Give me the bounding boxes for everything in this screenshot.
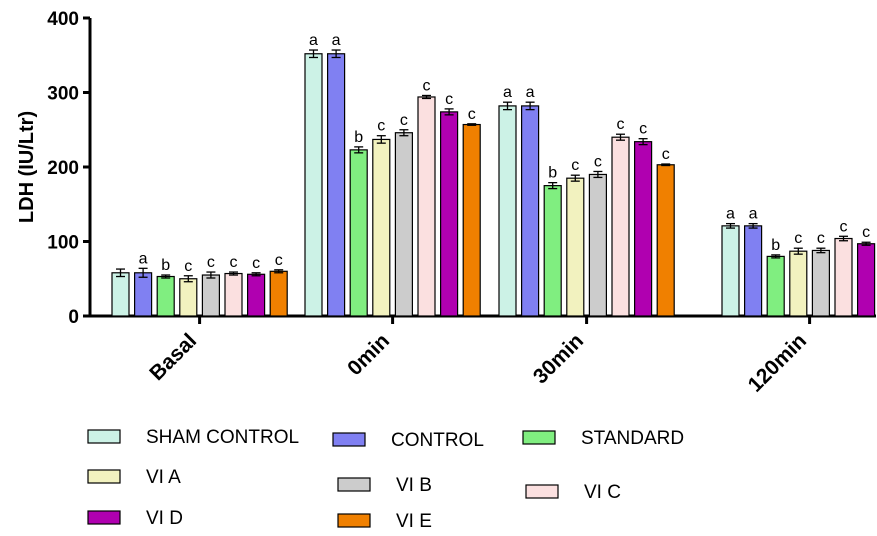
significance-label: b: [771, 237, 780, 254]
significance-label: a: [503, 84, 512, 101]
significance-label: c: [184, 258, 192, 275]
bar: [269, 270, 288, 317]
bar: [440, 111, 459, 317]
legend-swatch: [87, 469, 121, 484]
significance-label: a: [139, 250, 148, 267]
significance-label: a: [749, 206, 758, 223]
legend: SHAM CONTROL CONTROL STANDARD VI A VI B VI C V…: [87, 427, 684, 532]
bar: [179, 278, 198, 317]
legend-label: STANDARD: [581, 428, 684, 449]
significance-label: c: [377, 118, 385, 135]
significance-label: c: [794, 230, 802, 247]
bar: [543, 185, 562, 317]
legend-label: VI C: [584, 482, 621, 503]
x-tick-label: 30min: [529, 329, 588, 388]
y-tick-label: 300: [47, 84, 79, 105]
significance-label: a: [726, 206, 735, 223]
significance-label: c: [639, 121, 647, 138]
x-tick-label: Basal: [145, 329, 201, 385]
significance-label: c: [862, 224, 870, 241]
bar: [766, 255, 785, 317]
significance-label: c: [230, 254, 238, 271]
bar: [247, 273, 266, 317]
bar: [201, 274, 220, 317]
significance-label: c: [252, 255, 260, 272]
legend-label: VI B: [396, 475, 432, 496]
bar: [111, 272, 130, 317]
significance-label: b: [548, 165, 557, 182]
significance-label: c: [617, 116, 625, 133]
bar: [372, 138, 391, 317]
bars: abcccccaabcccccaabcccccaabccccc: [111, 32, 876, 317]
significance-label: a: [332, 32, 341, 49]
legend-swatch: [337, 513, 371, 528]
significance-label: c: [400, 112, 408, 129]
bar: [611, 136, 630, 317]
x-tick-label: 120min: [744, 329, 811, 396]
bar: [811, 249, 831, 317]
bar: [588, 173, 608, 317]
bar: [462, 123, 481, 317]
legend-label: VI E: [396, 511, 432, 532]
significance-label: b: [161, 257, 170, 274]
significance-label: a: [526, 84, 535, 101]
bar: [520, 105, 540, 317]
x-tick-label: 0min: [343, 329, 394, 380]
significance-label: a: [309, 32, 318, 49]
y-tick-label: 100: [47, 233, 79, 254]
significance-label: c: [468, 106, 476, 123]
legend-label: SHAM CONTROL: [146, 427, 299, 448]
legend-label: CONTROL: [391, 430, 484, 451]
axes: 0 100 200 300 400 Basal 0min 30min 120min: [47, 9, 876, 397]
significance-label: c: [840, 218, 848, 235]
bar: [656, 164, 675, 317]
significance-label: c: [207, 254, 215, 271]
legend-swatch: [525, 484, 559, 499]
bar: [349, 149, 368, 317]
significance-label: c: [594, 153, 602, 170]
bar: [856, 243, 876, 317]
significance-label: c: [423, 77, 431, 94]
y-axis-label: LDH (IU/Ltr): [16, 111, 38, 223]
bar: [566, 177, 585, 317]
legend-label: VI D: [146, 508, 183, 529]
bar: [134, 272, 153, 317]
legend-swatch: [522, 430, 556, 445]
bar: [156, 275, 175, 317]
bar: [304, 53, 323, 317]
significance-label: c: [275, 252, 283, 269]
bar: [394, 132, 413, 317]
bar: [224, 272, 243, 317]
bar: [327, 53, 346, 317]
legend-label: VI A: [146, 467, 181, 488]
bar: [633, 141, 653, 317]
bar: [417, 96, 436, 317]
legend-swatch: [87, 429, 121, 444]
y-tick-label: 400: [47, 9, 79, 30]
bar: [834, 237, 853, 317]
y-tick-label: 0: [68, 307, 79, 328]
y-tick-label: 200: [47, 158, 79, 179]
significance-label: c: [662, 146, 670, 163]
legend-swatch: [332, 432, 366, 447]
bar: [498, 105, 517, 317]
significance-label: b: [354, 129, 363, 146]
significance-label: c: [817, 230, 825, 247]
legend-swatch: [337, 477, 371, 492]
significance-label: c: [445, 91, 453, 108]
legend-swatch: [87, 510, 121, 525]
significance-label: c: [571, 157, 579, 174]
bar: [743, 225, 763, 317]
bar: [721, 225, 740, 317]
bar: [789, 250, 808, 317]
